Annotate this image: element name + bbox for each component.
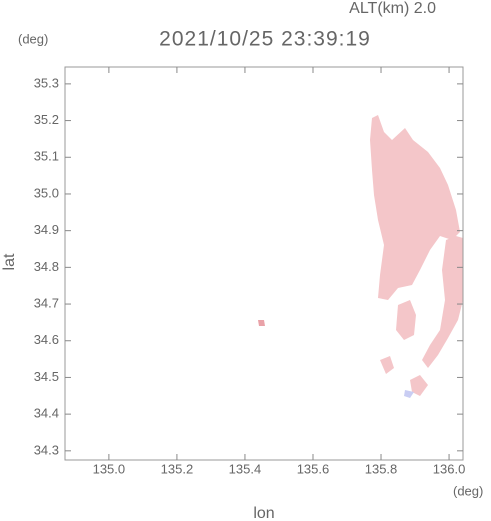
y-tick-label: 34.8 [34,259,59,274]
echo-region [422,236,463,368]
echo-region [404,390,414,398]
x-unit: (deg) [453,483,483,498]
echo-region [258,320,265,326]
x-tick-label: 135.4 [229,461,262,476]
y-tick-label: 34.3 [34,442,59,457]
x-tick-label: 135.0 [93,461,126,476]
y-tick-label: 34.7 [34,295,59,310]
echo-region [370,115,460,300]
echo-region [410,375,428,396]
y-unit: (deg) [18,31,48,46]
x-tick-label: 135.6 [297,461,330,476]
echo-region [396,300,416,340]
chart-title: 2021/10/25 23:39:19 [159,28,371,51]
y-axis-label: lat [1,253,18,270]
altitude-label: ALT(km) 2.0 [349,0,436,17]
echo-region [380,356,394,374]
radar-echo [258,115,463,398]
y-tick-label: 34.5 [34,369,59,384]
x-axis-label: lon [253,505,274,521]
y-tick-label: 35.1 [34,149,59,164]
y-tick-label: 35.0 [34,185,59,200]
y-tick-label: 34.6 [34,332,59,347]
y-tick-label: 34.9 [34,222,59,237]
x-tick-label: 136.0 [433,461,466,476]
x-tick-label: 135.2 [161,461,194,476]
y-tick-label: 34.4 [34,406,59,421]
plot-frame [64,66,464,461]
y-tick-label: 35.3 [34,75,59,90]
x-tick-label: 135.8 [365,461,398,476]
y-tick-label: 35.2 [34,112,59,127]
